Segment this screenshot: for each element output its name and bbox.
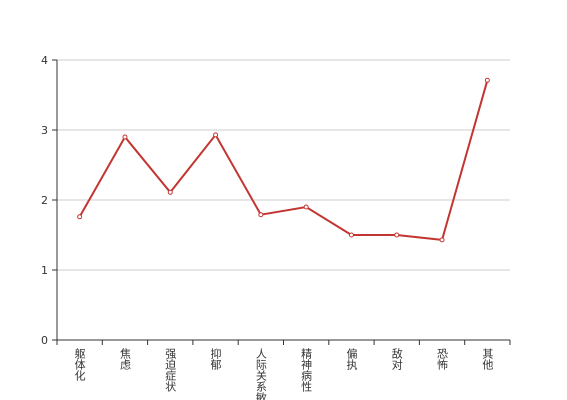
y-tick-label: 4 xyxy=(41,54,48,67)
x-tick-label: 抑郁 xyxy=(209,347,222,370)
point xyxy=(167,189,173,195)
x-tick-label: 敌对 xyxy=(390,347,403,370)
point xyxy=(394,232,400,238)
line xyxy=(78,80,489,241)
x-tick-label: 其他 xyxy=(481,348,494,370)
x-tick-label: 躯体化 xyxy=(73,348,86,382)
x-tick-label: 恐怖 xyxy=(436,348,449,370)
x-tick-label: 精神病性 xyxy=(300,348,313,393)
point xyxy=(484,77,490,83)
x-tick-label: 人际关系敏感 xyxy=(254,348,267,400)
y-tick-label: 1 xyxy=(41,264,48,277)
y-tick-label: 3 xyxy=(41,124,48,137)
point xyxy=(258,212,264,218)
point xyxy=(303,204,309,210)
x-tick-label: 偏执 xyxy=(345,347,358,371)
point xyxy=(122,134,128,140)
x-tick-label: 焦虑 xyxy=(118,348,131,370)
point xyxy=(77,214,83,220)
point xyxy=(213,132,219,138)
x-tick-label: 强迫症状 xyxy=(164,348,177,392)
y-tick-label: 2 xyxy=(41,194,48,207)
point xyxy=(348,232,354,238)
y-tick-label: 0 xyxy=(41,334,48,347)
point xyxy=(439,237,445,243)
